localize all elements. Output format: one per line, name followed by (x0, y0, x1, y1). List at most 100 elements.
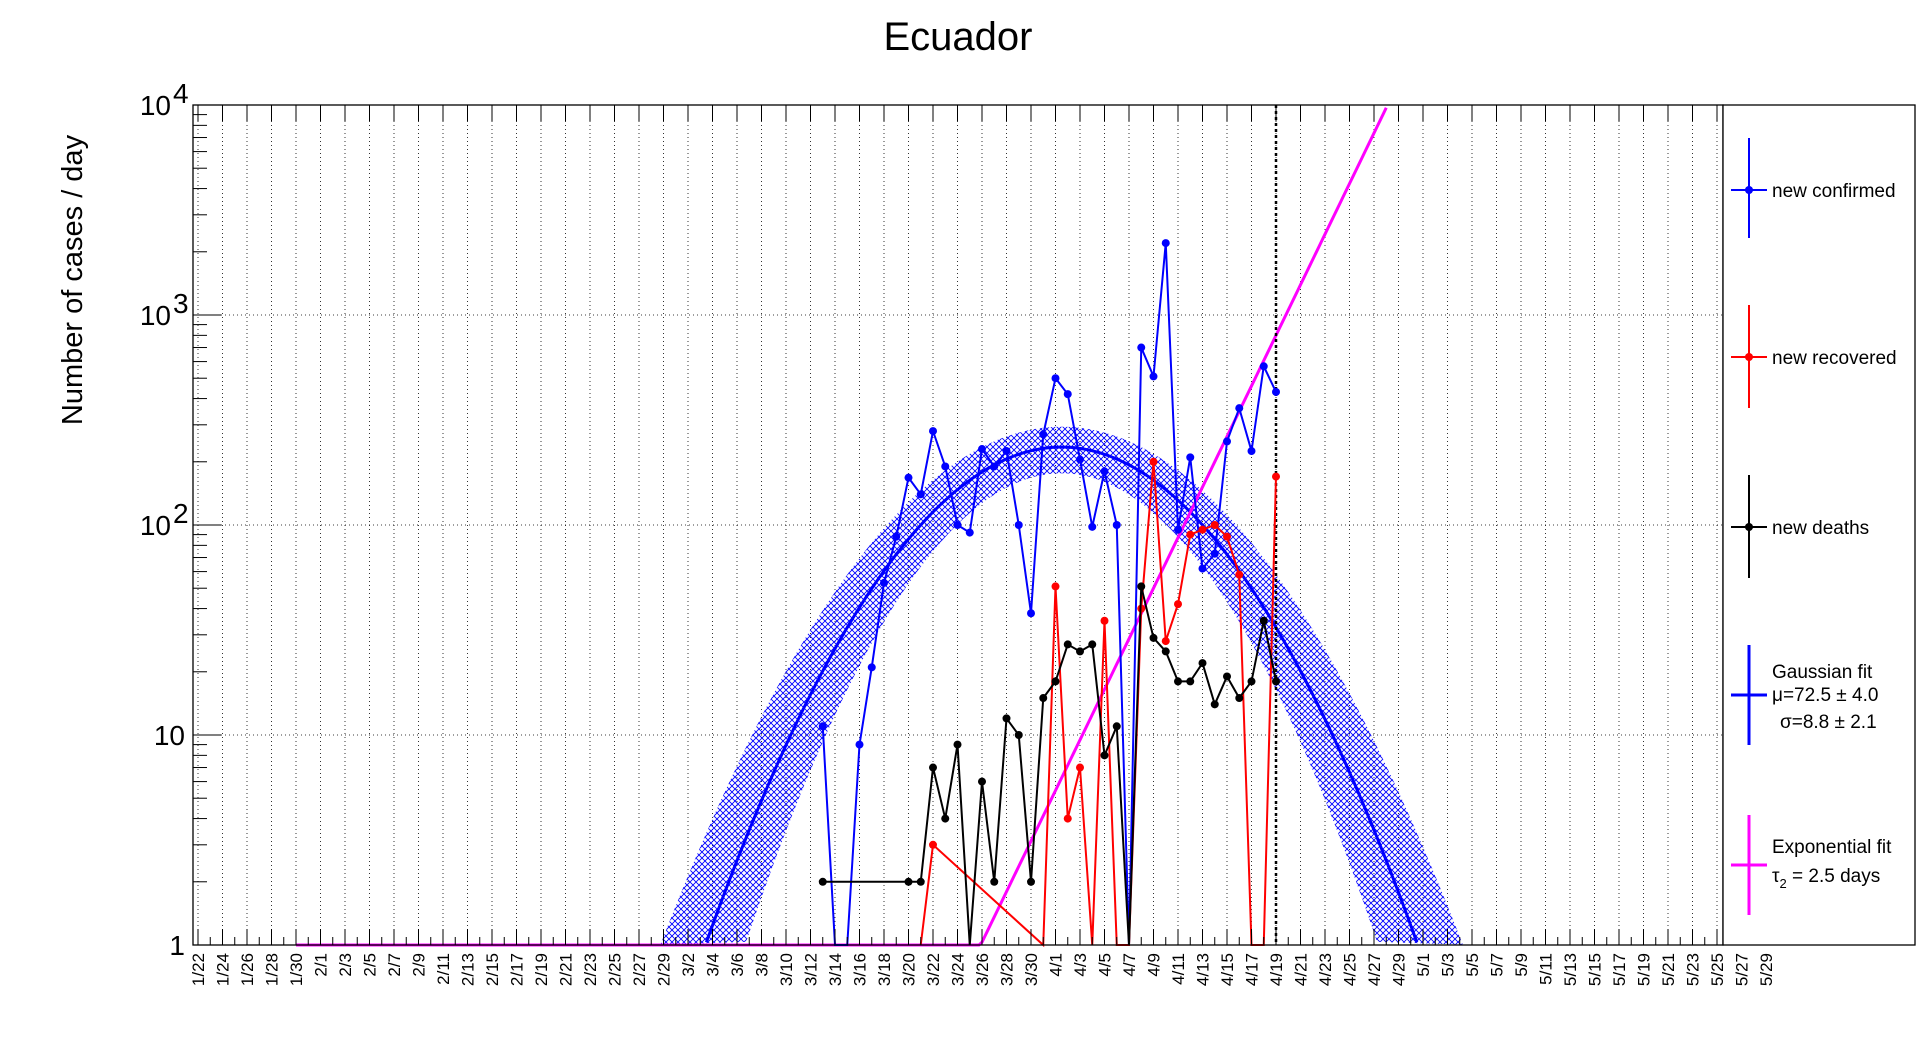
x-tick-label: 3/26 (973, 953, 992, 986)
x-tick-label: 2/23 (581, 953, 600, 986)
x-tick-label: 4/21 (1292, 953, 1311, 986)
data-point-new-deaths (1198, 659, 1207, 668)
x-tick-label: 2/5 (361, 953, 380, 977)
x-tick-label: 5/3 (1439, 953, 1458, 977)
data-point-new-deaths (1186, 677, 1195, 686)
x-tick-label: 3/10 (777, 953, 796, 986)
data-point-new-confirmed (978, 445, 986, 454)
y-tick-exponent: 3 (173, 288, 189, 319)
x-tick-label: 3/30 (1022, 953, 1041, 986)
x-tick-label: 4/3 (1071, 953, 1090, 977)
x-tick-label: 4/29 (1390, 953, 1409, 986)
data-point-new-confirmed (1161, 239, 1170, 248)
data-point-new-recovered (1235, 570, 1244, 579)
data-point-new-confirmed (1137, 343, 1146, 352)
x-tick-label: 1/22 (189, 953, 208, 986)
data-point-new-deaths (941, 814, 950, 823)
data-point-new-recovered (1051, 582, 1060, 591)
data-point-new-deaths (916, 877, 925, 886)
x-tick-label: 4/13 (1194, 953, 1213, 986)
data-point-new-confirmed (880, 578, 888, 587)
x-tick-label: 4/11 (1169, 953, 1188, 985)
data-point-new-recovered (1174, 600, 1182, 609)
data-point-new-confirmed (1272, 387, 1280, 396)
chart-title: Ecuador (884, 15, 1033, 59)
data-point-new-recovered (1210, 521, 1219, 529)
data-point-new-recovered (1272, 472, 1280, 481)
data-point-new-confirmed (1014, 521, 1023, 529)
x-tick-label: 5/25 (1708, 953, 1727, 986)
data-point-new-deaths (1223, 672, 1231, 681)
x-tick-label: 5/19 (1635, 953, 1654, 986)
data-point-new-confirmed (1198, 564, 1207, 573)
x-tick-label: 4/15 (1218, 953, 1237, 986)
data-point-new-deaths (1051, 677, 1060, 686)
legend-item-recovered: new recovered (1731, 305, 1897, 408)
data-point-new-deaths (929, 763, 937, 772)
data-point-new-deaths (1137, 582, 1146, 591)
x-tick-label: 1/24 (214, 953, 233, 986)
legend-marker-recovered (1745, 353, 1753, 361)
x-tick-label: 1/28 (263, 953, 282, 986)
data-point-new-deaths (1247, 677, 1256, 686)
data-point-new-deaths (1161, 647, 1170, 656)
x-tick-label: 3/20 (900, 953, 919, 986)
data-point-new-confirmed (1051, 374, 1060, 383)
x-tick-label: 5/17 (1610, 953, 1629, 986)
y-tick-exponent: 2 (173, 498, 189, 529)
x-tick-label: 2/29 (655, 953, 674, 986)
x-tick-label: 2/7 (385, 953, 404, 977)
x-tick-label: 3/6 (728, 953, 747, 977)
data-point-new-deaths (1210, 700, 1219, 709)
x-tick-label: 5/9 (1512, 953, 1531, 977)
data-point-new-confirmed (929, 427, 937, 436)
x-tick-label: 3/28 (998, 953, 1017, 986)
x-tick-label: 3/18 (875, 953, 894, 986)
x-tick-label: 4/17 (1243, 953, 1262, 986)
x-tick-label: 2/11 (434, 953, 453, 985)
data-point-new-confirmed (1247, 447, 1256, 456)
x-tick-label: 5/27 (1733, 953, 1752, 986)
tau-subscript: 2 (1780, 876, 1787, 891)
x-tick-label: 3/16 (851, 953, 870, 986)
x-tick-label: 2/21 (557, 953, 576, 986)
x-tick-label: 5/29 (1757, 953, 1776, 986)
legend-exponential-tau: τ2 = 2.5 days (1772, 866, 1880, 891)
gaussian-fit-curve (704, 445, 1419, 943)
data-point-new-deaths (1002, 714, 1011, 723)
data-point-new-deaths (1112, 722, 1121, 731)
y-tick-label: 10 (140, 90, 171, 121)
x-tick-label: 5/5 (1463, 953, 1482, 977)
gaussian-error-band (660, 426, 1463, 945)
legend-label-deaths: new deaths (1772, 518, 1869, 539)
legend-label-gaussian-fit: Gaussian fit (1772, 662, 1873, 683)
x-tick-label: 2/13 (459, 953, 478, 986)
y-tick-label: 1 (169, 930, 185, 961)
data-point-new-deaths (1088, 640, 1097, 649)
x-tick-label: 4/1 (1047, 953, 1066, 977)
x-tick-label: 1/26 (238, 953, 257, 986)
x-axis: 1/22 1/24 1/26 1/28 1/30 2/1 2/3 2/5 2/7 2/9 2/11 2… (189, 105, 1776, 986)
x-tick-label: 5/23 (1684, 953, 1703, 986)
y-tick-label: 10 (140, 510, 171, 541)
data-point-new-confirmed (1076, 455, 1084, 464)
data-point-new-deaths (1063, 640, 1072, 649)
x-tick-label: 4/5 (1096, 953, 1115, 977)
x-tick-label: 2/15 (483, 953, 502, 986)
x-tick-label: 5/15 (1586, 953, 1605, 986)
legend-gaussian-mu: μ=72.5 ± 4.0 (1772, 685, 1878, 706)
legend-label-recovered: new recovered (1772, 348, 1897, 369)
data-point-new-recovered (1100, 616, 1109, 625)
data-point-new-confirmed (1149, 372, 1158, 381)
legend-item-deaths: new deaths (1731, 475, 1869, 578)
data-series (818, 239, 1280, 948)
x-tick-label: 3/4 (704, 953, 723, 977)
y-tick-exponent: 4 (173, 78, 189, 109)
x-tick-label: 2/17 (508, 953, 527, 986)
x-tick-label: 5/1 (1414, 953, 1433, 977)
data-point-new-deaths (1272, 677, 1280, 686)
x-tick-label: 5/7 (1488, 953, 1507, 977)
x-tick-label: 2/27 (630, 953, 649, 986)
